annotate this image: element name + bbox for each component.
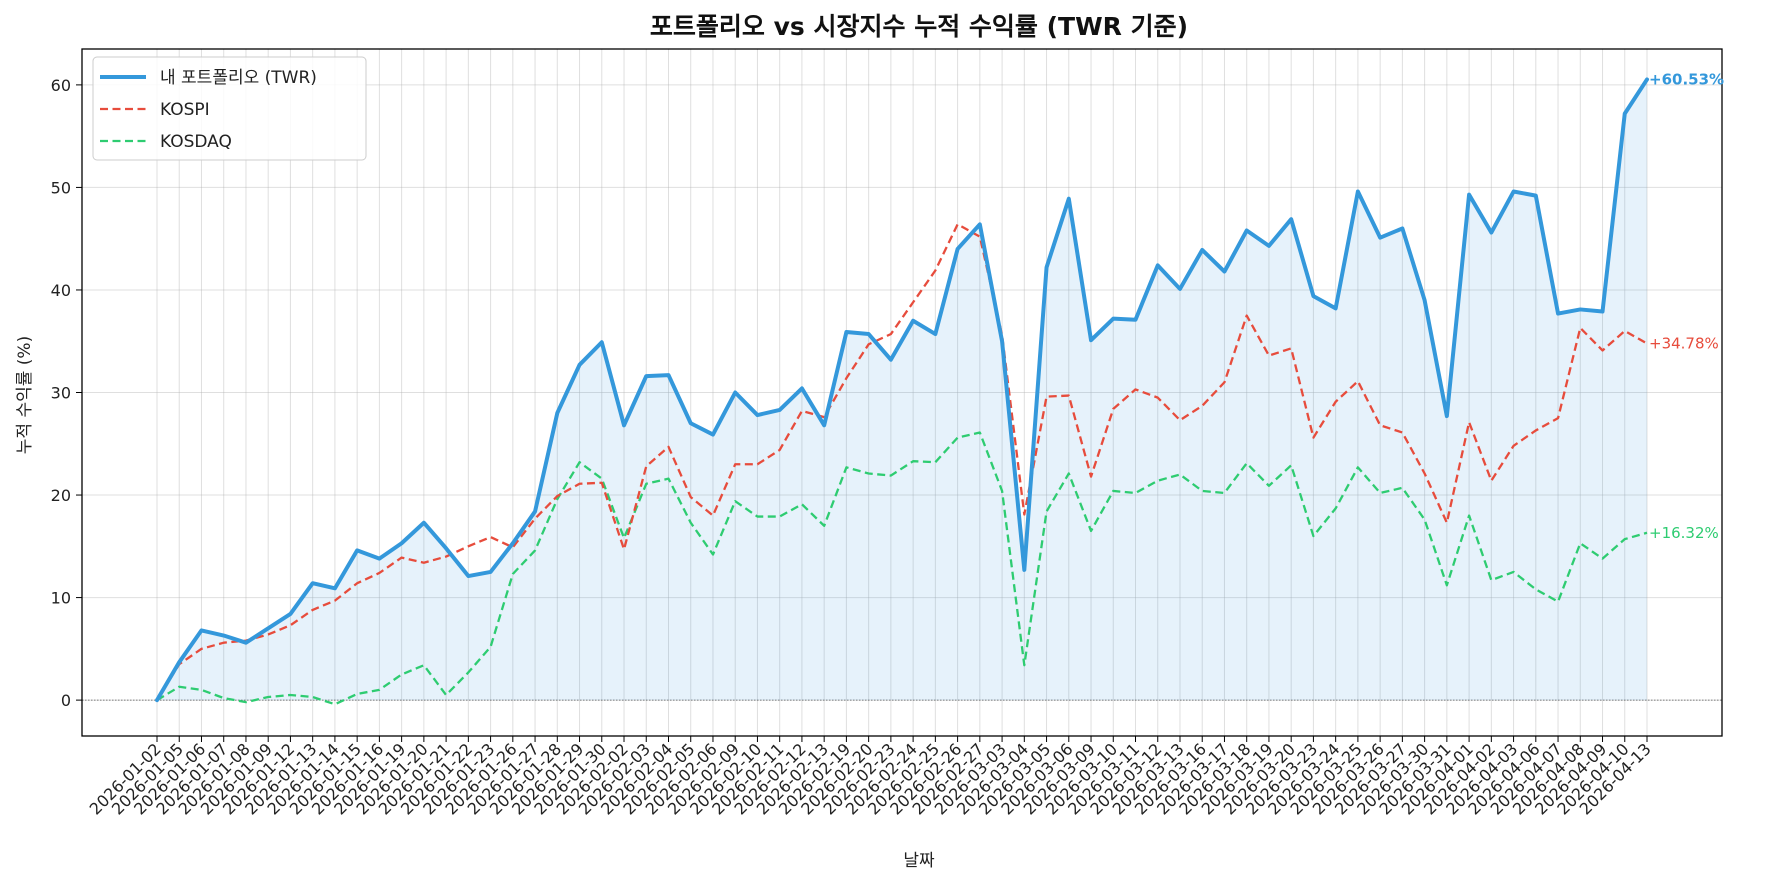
y-tick-label: 40: [51, 281, 71, 300]
legend-label-portfolio: 내 포트폴리오 (TWR): [160, 68, 317, 88]
y-axis: 0 10 20 30 40 50 60: [51, 76, 82, 710]
legend-box: [92, 56, 367, 161]
legend-label-kosdaq: KOSDAQ: [160, 132, 232, 152]
end-label-kospi: +34.78%: [1649, 334, 1719, 352]
y-axis-label: 누적 수익률 (%): [15, 336, 35, 454]
series-line-kospi: [156, 223, 1648, 701]
chart-title: 포트폴리오 vs 시장지수 누적 수익률 (TWR 기준): [650, 12, 1188, 41]
lines-layer: [155, 77, 1649, 706]
legend-label-kospi: KOSPI: [160, 100, 210, 120]
y-tick-label: 30: [51, 384, 71, 403]
x-axis-label: 날짜: [903, 851, 935, 871]
y-tick-label: 10: [51, 589, 71, 608]
area-layer: [157, 79, 1647, 701]
y-tick-label: 50: [51, 178, 71, 197]
portfolio-area-fill: [157, 79, 1647, 701]
x-axis: 2026-01-022026-01-052026-01-062026-01-07…: [86, 736, 1655, 819]
end-label-kosdaq: +16.32%: [1649, 524, 1719, 542]
end-labels: +60.53% +34.78% +16.32%: [1649, 70, 1724, 541]
series-line-kosdaq: [156, 431, 1648, 706]
y-tick-label: 0: [61, 691, 71, 710]
y-tick-label: 60: [51, 76, 71, 95]
end-label-portfolio: +60.53%: [1649, 70, 1724, 88]
y-tick-label: 20: [51, 486, 71, 505]
series-line-portfolio: [155, 77, 1649, 703]
legend: 내 포트폴리오 (TWR) KOSPI KOSDAQ: [92, 56, 367, 161]
grid-layer: [82, 49, 1722, 736]
